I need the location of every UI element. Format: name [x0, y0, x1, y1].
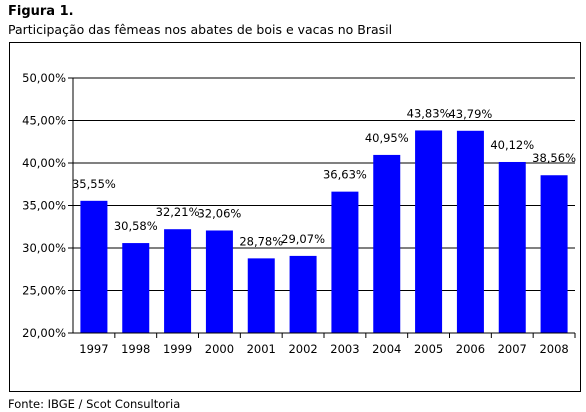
x-tick-label: 2005 [414, 342, 443, 356]
figure-subtitle: Participação das fêmeas nos abates de bo… [8, 22, 393, 37]
y-tick-label: 40,00% [22, 156, 66, 170]
x-tick-label: 2007 [498, 342, 527, 356]
data-label: 40,12% [490, 138, 534, 152]
x-tick-label: 2008 [539, 342, 568, 356]
figure-label: Figura 1. [8, 4, 74, 19]
bar-1997 [80, 200, 108, 333]
bar-2000 [205, 230, 233, 333]
data-label: 29,07% [281, 232, 325, 246]
chart-frame: 20,00% 25,00% 30,00% 35,00% 40,00% 45,00% 50,0… [9, 42, 581, 392]
y-tick-label: 45,00% [22, 114, 66, 128]
data-label: 43,83% [407, 106, 451, 120]
data-label: 30,58% [114, 219, 158, 233]
data-label: 28,78% [239, 234, 283, 248]
x-tick-label: 2003 [330, 342, 359, 356]
data-label: 43,79% [448, 107, 492, 121]
x-tick-label: 2001 [247, 342, 276, 356]
data-labels: 35,55% 30,58%32,21%32,06% 28,78%29,07% 36,6… [72, 106, 576, 248]
bar-2002 [289, 255, 317, 333]
y-tick-label: 35,00% [22, 199, 66, 213]
source-note: Fonte: IBGE / Scot Consultoria [8, 397, 181, 411]
data-label: 32,06% [197, 206, 241, 220]
x-tick-label: 1999 [163, 342, 192, 356]
bars [80, 130, 568, 333]
y-tick-label: 25,00% [22, 284, 66, 298]
y-tick-label: 30,00% [22, 241, 66, 255]
data-label: 32,21% [156, 205, 200, 219]
bar-chart: 20,00% 25,00% 30,00% 35,00% 40,00% 45,00% 50,0… [22, 71, 576, 356]
bar-1998 [122, 243, 150, 333]
data-label: 40,95% [365, 131, 409, 145]
y-tick-label: 20,00% [22, 326, 66, 340]
data-label: 36,63% [323, 168, 367, 182]
x-tick-label: 1998 [121, 342, 150, 356]
gridlines [73, 77, 575, 334]
x-tick-label: 2004 [372, 342, 401, 356]
bar-1999 [164, 229, 192, 333]
data-label: 35,55% [72, 177, 116, 191]
x-tick-label: 2002 [288, 342, 317, 356]
bar-2006 [456, 130, 484, 333]
bar-2004 [373, 154, 401, 333]
bar-2001 [247, 258, 275, 333]
x-tick-label: 2006 [456, 342, 485, 356]
bar-2007 [498, 161, 526, 333]
data-label: 38,56% [532, 151, 576, 165]
x-tick-label: 1997 [79, 342, 108, 356]
axes: 20,00% 25,00% 30,00% 35,00% 40,00% 45,00% 50,0… [22, 71, 576, 356]
bar-2008 [540, 175, 568, 333]
bar-2005 [415, 130, 443, 333]
x-tick-label: 2000 [205, 342, 234, 356]
bar-2003 [331, 191, 359, 333]
y-tick-label: 50,00% [22, 71, 66, 85]
